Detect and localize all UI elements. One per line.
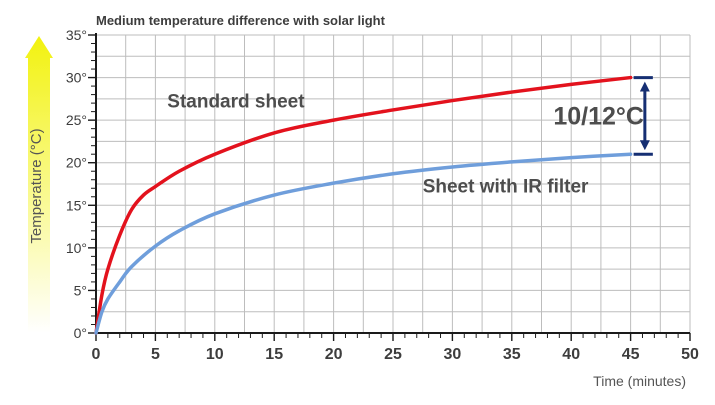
y-tick-label: 35° bbox=[66, 27, 87, 43]
standard-sheet-label: Standard sheet bbox=[167, 91, 305, 112]
x-tick-label: 45 bbox=[622, 346, 640, 363]
x-tick-label: 15 bbox=[265, 346, 283, 363]
temperature-difference-label: 10/12°C bbox=[553, 102, 644, 130]
x-axis-label: Time (minutes) bbox=[593, 373, 686, 389]
x-tick-label: 50 bbox=[681, 346, 699, 363]
x-tick-label: 25 bbox=[384, 346, 402, 363]
x-tick-label: 0 bbox=[92, 346, 101, 363]
x-tick-label: 40 bbox=[562, 346, 580, 363]
x-tick-label: 30 bbox=[444, 346, 462, 363]
ir-filter-sheet-label: Sheet with IR filter bbox=[423, 177, 589, 198]
x-tick-label: 10 bbox=[206, 346, 224, 363]
yellow-gradient-arrow bbox=[25, 36, 53, 333]
y-tick-label: 20° bbox=[66, 155, 87, 171]
standard-sheet-line bbox=[94, 75, 633, 335]
y-tick-label: 10° bbox=[66, 240, 87, 256]
chart-title: Medium temperature difference with solar… bbox=[96, 13, 386, 28]
x-tick-label: 20 bbox=[325, 346, 343, 363]
y-tick-label: 30° bbox=[66, 70, 87, 86]
y-tick-label: 5° bbox=[74, 282, 87, 298]
y-axis-label: Temperature (°C) bbox=[28, 128, 45, 243]
ir-filter-sheet-line bbox=[94, 152, 633, 335]
x-tick-label: 5 bbox=[151, 346, 160, 363]
y-tick-label: 25° bbox=[66, 112, 87, 128]
y-tick-label: 0° bbox=[74, 325, 87, 341]
x-tick-label: 35 bbox=[503, 346, 521, 363]
y-tick-label: 15° bbox=[66, 197, 87, 213]
